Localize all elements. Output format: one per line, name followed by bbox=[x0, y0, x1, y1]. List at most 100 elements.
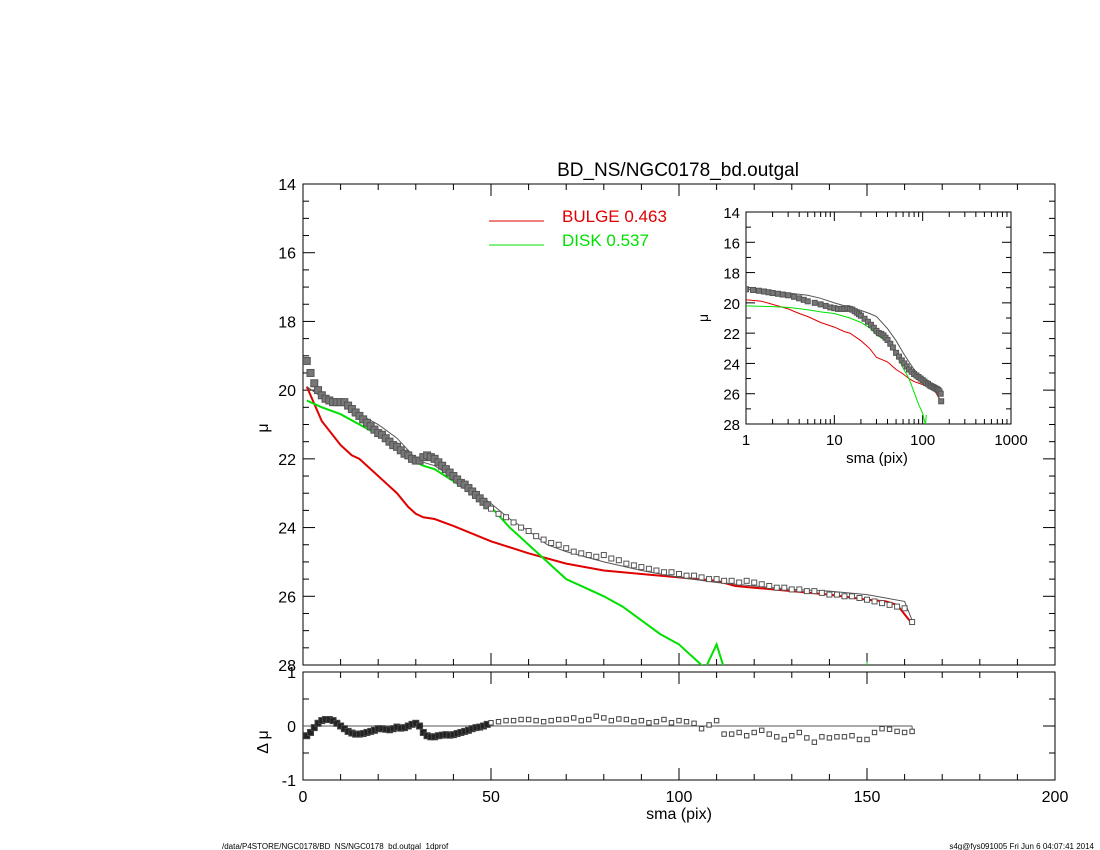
main-data-point bbox=[743, 577, 750, 584]
main-data-point bbox=[645, 565, 652, 572]
inset-data-point bbox=[811, 299, 818, 306]
inset-data-point bbox=[791, 293, 798, 300]
main-data-point bbox=[864, 596, 870, 603]
residual-data-point bbox=[571, 715, 577, 721]
main-data-point bbox=[728, 577, 735, 584]
main-data-point bbox=[841, 593, 848, 600]
inset-data-point bbox=[785, 292, 792, 299]
inset-x-tick-label: 1 bbox=[742, 432, 750, 449]
residual-panel: 10-1 0 50 100 150 200 Δ μ sma (pix) bbox=[255, 665, 1068, 823]
residual-data-point bbox=[811, 739, 818, 745]
chart-title: BD_NS/NGC0178_bd.outgal bbox=[557, 160, 799, 181]
inset-y-tick-label: 20 bbox=[723, 296, 740, 313]
residual-data-point bbox=[631, 718, 637, 725]
residual-data-point bbox=[510, 717, 517, 724]
inset-data-point bbox=[746, 286, 749, 293]
main-profile-panel: BD_NS/NGC0178_bd.outgal 14 16 18 20 22 24 26 28… bbox=[255, 160, 1056, 675]
inset-series-line-1 bbox=[746, 305, 927, 424]
residual-data-point bbox=[533, 717, 539, 724]
residual-y-tick-label: 1 bbox=[287, 665, 296, 682]
x-tick-label: 200 bbox=[1042, 789, 1069, 806]
main-data-point bbox=[653, 567, 660, 574]
inset-data-point bbox=[755, 287, 762, 294]
main-data-point bbox=[773, 584, 780, 591]
residual-data-point bbox=[661, 716, 667, 723]
inset-x-tick-labels: 1 10 100 1000 bbox=[742, 432, 1028, 449]
residual-y-axis-label: Δ μ bbox=[255, 730, 272, 753]
inset-data-point bbox=[769, 290, 776, 297]
residual-data-point bbox=[548, 717, 554, 724]
residual-data-point bbox=[804, 735, 810, 741]
residual-data-point bbox=[563, 716, 569, 723]
residual-data-point bbox=[856, 736, 863, 743]
inset-series-line-0 bbox=[746, 299, 942, 402]
inset-data-point bbox=[864, 318, 871, 325]
main-data-point bbox=[886, 601, 893, 608]
main-data-point bbox=[818, 589, 825, 596]
inset-y-tick-label: 18 bbox=[723, 266, 740, 283]
main-data-point bbox=[585, 552, 592, 559]
inset-y-tick-label: 24 bbox=[723, 356, 740, 373]
main-data-point bbox=[630, 562, 637, 569]
inset-y-tick-label: 28 bbox=[723, 417, 740, 434]
main-data-point bbox=[593, 553, 600, 560]
main-data-point bbox=[796, 586, 803, 593]
main-data-point bbox=[503, 514, 510, 521]
residual-x-tick-labels: 0 50 100 150 200 bbox=[299, 789, 1069, 806]
inset-log-panel: 14 16 18 20 22 24 26 28 1 10 100 1000 sma (pix) μ bbox=[695, 205, 1028, 467]
residual-data-point bbox=[616, 716, 622, 722]
inset-y-tick-label: 14 bbox=[723, 205, 740, 222]
main-data-point bbox=[578, 550, 585, 557]
residual-data-point bbox=[796, 729, 803, 736]
main-data-point bbox=[901, 605, 908, 612]
residual-data-point bbox=[518, 716, 524, 723]
main-data-point bbox=[306, 368, 315, 377]
residual-data-point bbox=[871, 729, 878, 736]
residual-data-point bbox=[601, 715, 607, 721]
inset-x-tick-label: 100 bbox=[910, 432, 935, 449]
main-data-point bbox=[563, 545, 570, 552]
inset-y-tick-label: 26 bbox=[723, 387, 740, 404]
footer-file-path: /data/P4STORE/NGC0178/BD_NS/NGC0178_bd.o… bbox=[222, 842, 449, 850]
inset-y-tick-labels: 14 16 18 20 22 24 26 28 bbox=[723, 205, 740, 434]
main-data-point bbox=[600, 552, 607, 559]
main-series-line-0 bbox=[305, 386, 913, 625]
residual-data-point bbox=[307, 728, 315, 736]
residual-data-point bbox=[849, 733, 855, 739]
main-data-point bbox=[525, 528, 532, 535]
residual-data-point bbox=[751, 729, 757, 736]
main-data-point bbox=[303, 356, 311, 365]
inset-data-point bbox=[938, 398, 945, 405]
residual-data-point bbox=[416, 722, 424, 730]
main-data-point bbox=[608, 555, 615, 562]
residual-data-point bbox=[841, 734, 848, 740]
main-y-tick-labels: 14 16 18 20 22 24 26 28 bbox=[278, 177, 296, 675]
main-data-point bbox=[660, 569, 667, 576]
x-tick-label: 0 bbox=[299, 789, 308, 806]
x-axis-label: sma (pix) bbox=[646, 806, 712, 823]
x-tick-label: 100 bbox=[666, 789, 693, 806]
inset-x-axis-label: sma (pix) bbox=[846, 450, 908, 467]
residual-data-point bbox=[503, 717, 509, 724]
main-data-points bbox=[303, 356, 916, 626]
main-data-point bbox=[811, 588, 818, 595]
main-data-point bbox=[833, 591, 840, 598]
main-y-tick-label: 22 bbox=[278, 452, 296, 469]
main-data-point bbox=[533, 533, 540, 540]
main-y-tick-label: 14 bbox=[278, 177, 296, 194]
residual-data-point bbox=[586, 716, 592, 723]
residual-data-point bbox=[676, 717, 682, 724]
residual-data-point bbox=[743, 733, 750, 739]
main-data-point bbox=[483, 501, 492, 510]
inset-data-points bbox=[746, 286, 945, 405]
residual-data-points bbox=[303, 713, 915, 745]
inset-y-tick-label: 22 bbox=[723, 326, 740, 343]
main-ticks bbox=[302, 183, 1056, 666]
main-series-line-1 bbox=[306, 399, 725, 665]
main-data-point bbox=[488, 505, 494, 512]
legend-bulge-label: BULGE 0.463 bbox=[562, 207, 667, 226]
main-data-point bbox=[668, 569, 675, 576]
residual-data-point bbox=[759, 727, 765, 734]
main-data-point bbox=[713, 576, 720, 583]
